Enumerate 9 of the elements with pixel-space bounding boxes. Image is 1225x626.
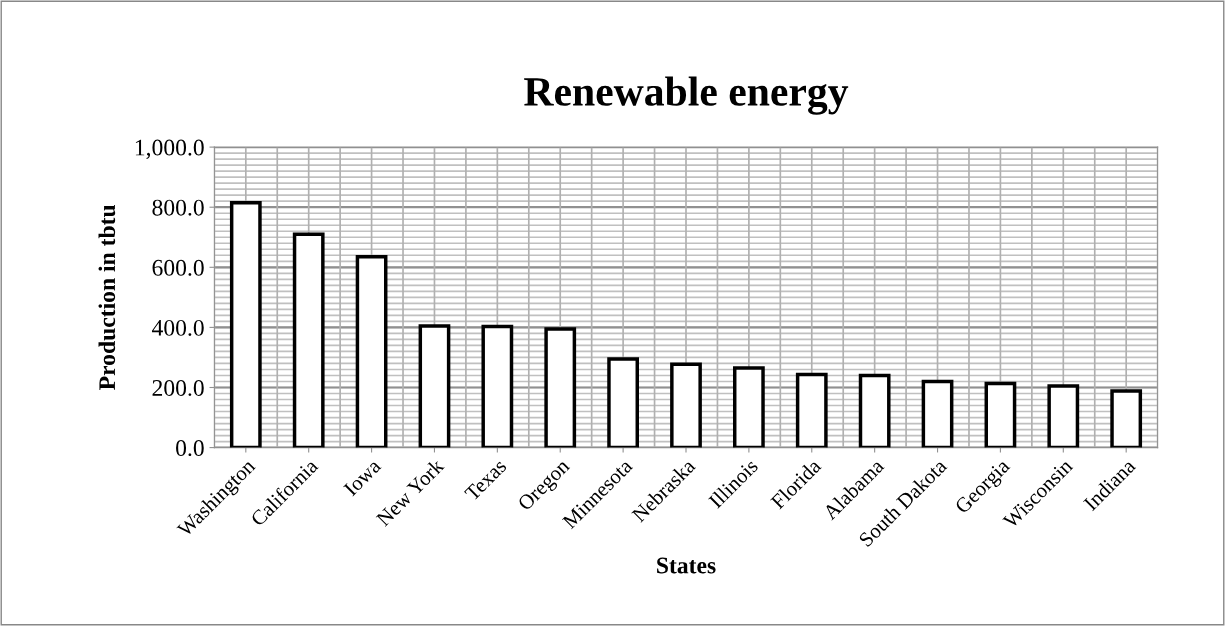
y-tick-label: 200.0 — [152, 379, 204, 397]
y-tick-label: 1,000.0 — [135, 139, 204, 159]
y-axis-title: Production in tbtu — [98, 205, 116, 390]
x-axis-title: States — [657, 557, 716, 574]
y-tick-label: 800.0 — [152, 199, 204, 216]
y-tick-label: 400.0 — [151, 319, 204, 336]
y-tick-label: 600.0 — [152, 259, 204, 276]
y-tick-label: 0.0 — [176, 440, 204, 457]
chart-title: Renewable energy — [524, 76, 849, 115]
